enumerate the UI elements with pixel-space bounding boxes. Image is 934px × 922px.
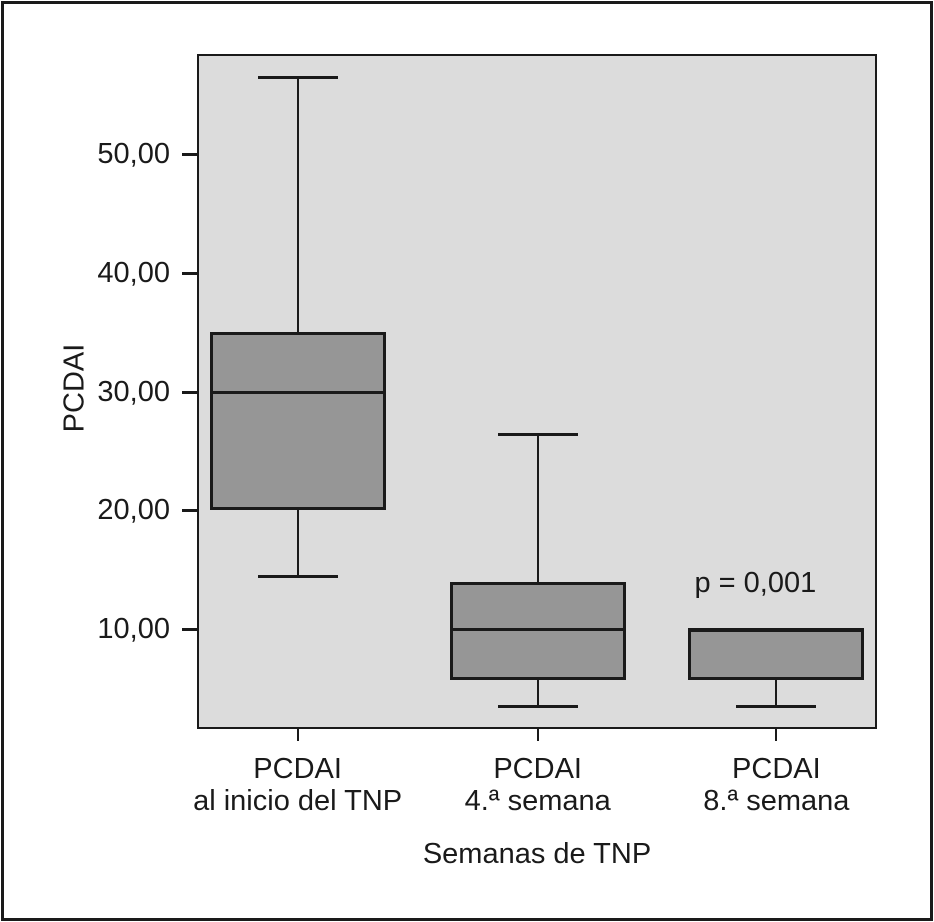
y-tick-mark	[182, 509, 197, 513]
y-tick-mark	[182, 390, 197, 394]
y-tick-label: 40,00	[97, 256, 170, 289]
whisker-lower-stem	[775, 680, 778, 707]
x-category-label: PCDAI 8.ª semana	[616, 753, 934, 817]
x-tick-mark	[536, 729, 539, 741]
y-tick-mark	[182, 628, 197, 632]
x-tick-mark	[775, 729, 778, 741]
x-category-label: PCDAI al inicio del TNP	[138, 753, 458, 817]
median-line	[688, 628, 865, 632]
x-category-label-line1: PCDAI	[253, 753, 342, 785]
x-axis-title: Semanas de TNP	[422, 838, 652, 870]
x-category-label-line2: 8.ª semana	[703, 785, 850, 817]
x-category-label-line1: PCDAI	[732, 753, 821, 785]
box-iqr	[209, 332, 386, 511]
x-tick-mark	[296, 729, 299, 741]
y-tick-mark	[182, 152, 197, 156]
whisker-upper-stem	[296, 76, 299, 333]
box-iqr	[688, 629, 865, 681]
y-axis-title: PCDAI	[58, 343, 91, 433]
y-tick-label: 20,00	[97, 494, 170, 527]
x-category-label-line2: 4.ª semana	[464, 785, 611, 817]
whisker-upper-stem	[536, 434, 539, 582]
whisker-upper-cap	[257, 75, 338, 79]
y-tick-label: 50,00	[97, 137, 170, 170]
whisker-lower-cap	[497, 705, 578, 709]
x-category-label-line2: al inicio del TNP	[193, 785, 403, 817]
p-value-annotation: p = 0,001	[694, 566, 817, 599]
y-tick-mark	[182, 271, 197, 275]
x-category-label-line1: PCDAI	[493, 753, 582, 785]
x-category-label: PCDAI 4.ª semana	[378, 753, 698, 817]
y-tick-label: 30,00	[97, 375, 170, 408]
whisker-lower-cap	[736, 705, 817, 709]
whisker-upper-cap	[497, 433, 578, 437]
whisker-lower-cap	[257, 574, 338, 578]
whisker-lower-stem	[296, 510, 299, 576]
median-line	[449, 628, 626, 632]
median-line	[209, 390, 386, 394]
y-tick-label: 10,00	[97, 613, 170, 646]
whisker-lower-stem	[536, 680, 539, 707]
